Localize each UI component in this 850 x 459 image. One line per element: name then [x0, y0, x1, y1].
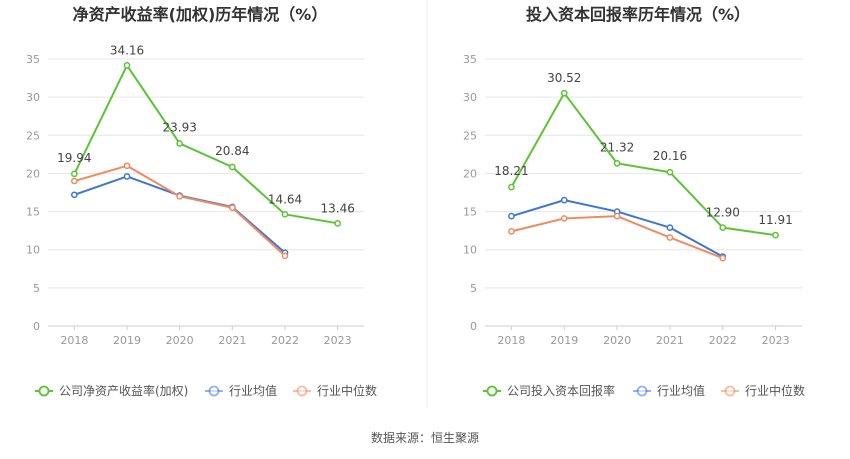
- y-tick-label: 5: [33, 282, 40, 295]
- data-label: 19.94: [57, 151, 91, 165]
- legend-marker-industry-median: [724, 385, 736, 397]
- x-tick-label: 2022: [271, 334, 299, 347]
- data-point-industry-median: [70, 177, 78, 185]
- x-tick-label: 2019: [113, 334, 141, 347]
- data-label: 14.64: [268, 192, 302, 206]
- y-tick-label: 35: [463, 53, 477, 66]
- data-label: 18.21: [494, 164, 528, 178]
- series-line-industry-avg: [74, 175, 286, 254]
- data-point-industry-median: [508, 228, 515, 235]
- y-tick-label: 30: [26, 91, 40, 104]
- data-label: 13.46: [320, 201, 354, 215]
- data-label: 11.91: [758, 213, 792, 227]
- y-tick-label: 0: [470, 320, 477, 333]
- data-label: 34.16: [110, 43, 144, 57]
- data-point-company: [613, 160, 621, 167]
- x-tick-label: 2023: [762, 334, 790, 347]
- x-tick-label: 2020: [166, 334, 194, 347]
- data-point-company: [772, 231, 779, 239]
- legend-marker-industry-median: [296, 385, 308, 397]
- data-label: 30.52: [547, 71, 581, 85]
- legend-marker-company: [38, 385, 50, 397]
- data-point-industry-median: [560, 215, 568, 222]
- series-line-company: [510, 92, 776, 237]
- chart-title-2: 投入资本回报率历年情况（%）: [526, 5, 750, 24]
- data-point-industry-avg: [123, 173, 131, 180]
- data-point-company: [719, 224, 727, 231]
- x-tick-label: 2021: [218, 334, 246, 347]
- data-point-industry-avg: [70, 191, 78, 199]
- y-tick-label: 10: [26, 244, 40, 257]
- data-point-company: [560, 89, 568, 97]
- legend-label-company: 公司净资产收益率(加权): [59, 383, 188, 398]
- data-point-company: [508, 183, 515, 191]
- data-point-industry-median: [719, 254, 727, 262]
- y-tick-label: 15: [463, 206, 477, 219]
- y-tick-label: 0: [33, 320, 40, 333]
- x-tick-label: 2020: [603, 334, 631, 347]
- data-point-company: [228, 163, 236, 171]
- data-label: 20.84: [215, 144, 249, 158]
- data-point-company: [666, 168, 674, 176]
- series-line-industry-median: [74, 164, 286, 257]
- legend-label-company: 公司投入资本回报率: [507, 383, 615, 398]
- data-point-industry-median: [281, 252, 289, 260]
- series-line-company: [73, 64, 338, 225]
- data-point-industry-avg: [666, 224, 674, 231]
- data-point-company: [70, 170, 78, 178]
- data-point-industry-avg: [508, 212, 515, 220]
- y-tick-label: 25: [463, 129, 477, 142]
- data-label: 20.16: [653, 149, 687, 163]
- chart-title-1: 净资产收益率(加权)历年情况（%）: [73, 5, 328, 24]
- data-point-industry-median: [666, 234, 674, 241]
- legend-label-industry-median: 行业中位数: [317, 383, 377, 398]
- x-tick-label: 2018: [60, 334, 88, 347]
- data-point-company: [123, 62, 131, 69]
- y-tick-label: 30: [463, 91, 477, 104]
- data-label: 12.90: [706, 206, 740, 220]
- y-tick-label: 35: [26, 53, 40, 66]
- y-tick-label: 10: [463, 244, 477, 257]
- legend-marker-industry-avg: [208, 385, 220, 397]
- source-label: 数据来源：恒生聚源: [371, 430, 479, 445]
- data-point-industry-avg: [560, 196, 568, 204]
- x-tick-label: 2021: [656, 334, 684, 347]
- legend-marker-industry-avg: [636, 385, 648, 397]
- data-point-industry-median: [613, 212, 621, 220]
- data-point-industry-median: [123, 162, 131, 170]
- legend-marker-company: [486, 385, 498, 397]
- legend-label-industry-avg: 行业均值: [657, 383, 705, 398]
- x-tick-label: 2019: [550, 334, 578, 347]
- data-point-company: [281, 210, 289, 218]
- data-label: 21.32: [600, 140, 634, 154]
- y-tick-label: 20: [463, 167, 477, 180]
- data-point-company: [334, 219, 342, 227]
- x-tick-label: 2023: [324, 334, 352, 347]
- legend-label-industry-median: 行业中位数: [745, 383, 805, 398]
- y-tick-label: 20: [26, 167, 40, 180]
- series-line-industry-median: [511, 215, 724, 260]
- data-label: 23.93: [162, 120, 196, 134]
- y-tick-label: 15: [26, 206, 40, 219]
- data-point-company: [176, 140, 184, 147]
- y-tick-label: 25: [26, 129, 40, 142]
- y-tick-label: 5: [470, 282, 477, 295]
- data-point-industry-median: [228, 204, 236, 212]
- x-tick-label: 2018: [497, 334, 525, 347]
- x-tick-label: 2022: [709, 334, 737, 347]
- data-point-industry-median: [176, 192, 184, 200]
- legend-label-industry-avg: 行业均值: [229, 383, 277, 398]
